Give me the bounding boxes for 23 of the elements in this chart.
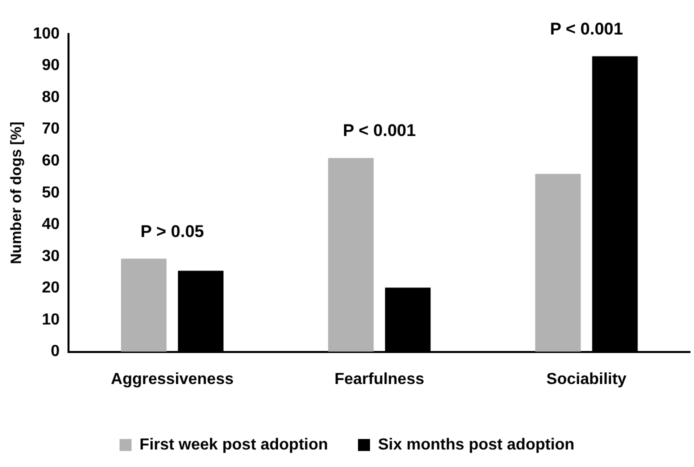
legend-label: First week post adoption [140, 436, 328, 454]
x-tick-label: Fearfulness [334, 370, 424, 388]
annotation: P < 0.001 [550, 19, 623, 38]
x-tick-label: Sociability [546, 370, 627, 388]
annotation: P > 0.05 [140, 222, 204, 241]
y-tick-label: 50 [42, 184, 60, 202]
y-tick-label: 90 [42, 57, 60, 74]
y-tick-label: 80 [42, 88, 60, 106]
bar [328, 158, 374, 352]
y-axis-title: Number of dogs [%] [8, 122, 26, 264]
y-tick-label: 30 [42, 248, 60, 265]
bar [120, 258, 167, 352]
bar [535, 174, 581, 352]
y-tick-label: 70 [42, 120, 60, 138]
y-tick-label: 0 [50, 343, 60, 360]
y-tick-label: 60 [42, 152, 60, 170]
legend-label: Six months post adoption [378, 436, 574, 454]
x-tick-label: Aggressiveness [110, 370, 234, 388]
y-tick-label: 20 [42, 280, 60, 297]
y-tick-label: 100 [32, 25, 60, 42]
y-tick-label: 10 [42, 311, 60, 328]
y-tick-label: 40 [42, 216, 60, 234]
annotation: P < 0.001 [342, 121, 416, 140]
